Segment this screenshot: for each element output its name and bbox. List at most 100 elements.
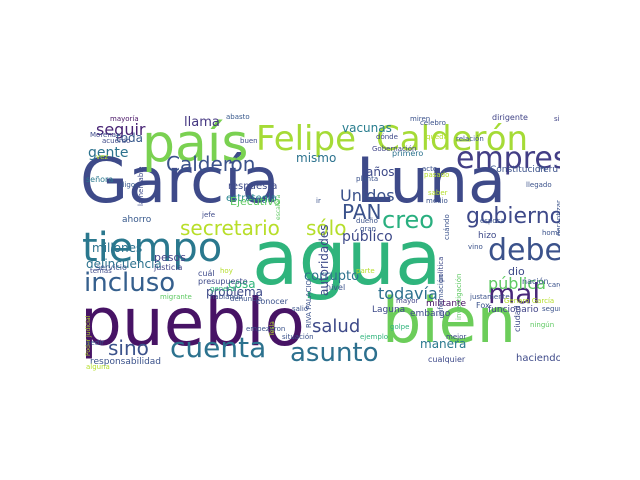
word-hizo: hizo — [478, 231, 497, 241]
word-empezaron: empezaron — [246, 325, 286, 333]
word-peru: Perú — [538, 165, 559, 175]
word-gobernacion: Gobernación — [372, 145, 417, 153]
word-fox: Fox — [476, 301, 490, 310]
word-conocer: conocer — [256, 297, 288, 306]
word-luna: Luna — [356, 144, 507, 217]
word-cloud: García Luna agua pueblo bien país Felipe Calder… — [80, 110, 560, 372]
word-mayoria: mayoría — [110, 115, 139, 123]
word-ejemplo: ejemplo — [360, 333, 389, 341]
word-cosa: cosa — [228, 277, 256, 291]
word-secretario: secretario — [180, 216, 280, 240]
word-justamente: justamente — [470, 293, 510, 301]
word-publico: público — [342, 229, 393, 245]
word-ciudad: ciudad — [513, 305, 522, 332]
word-embargo: embargo — [410, 309, 451, 319]
word-seguir: seguir — [96, 120, 146, 139]
word-mejor: mejor — [446, 333, 467, 341]
word-gente: gente — [88, 145, 129, 161]
word-anos: años — [366, 165, 395, 179]
word-miren: miren — [410, 115, 431, 123]
word-vez: vez — [96, 153, 109, 161]
word-ir: ir — [316, 197, 321, 205]
word-hablando: hablando — [210, 293, 243, 301]
word-garcia: García — [80, 144, 280, 217]
word-alguna: alguna — [86, 363, 110, 371]
word-toda: toda — [116, 131, 144, 145]
word-acuerdo: acuerdo — [102, 137, 131, 145]
word-general: general — [210, 285, 237, 293]
word-creo: creo — [382, 206, 434, 234]
word-vino: vino — [468, 243, 483, 251]
word-millones: millones — [92, 241, 143, 255]
word-cuando: cuándo — [443, 214, 451, 240]
word-delincuencia: delincuencia — [86, 257, 162, 271]
word-estrategia: estrategia — [226, 193, 277, 204]
word-mismo: mismo — [296, 151, 337, 165]
word-cual: cuál — [198, 269, 215, 278]
word-salud: salud — [312, 316, 361, 337]
word-militante: militante — [426, 299, 467, 309]
word-relacion: relación — [456, 135, 484, 143]
word-salio: salió — [292, 305, 309, 313]
word-sino: sino — [108, 336, 149, 360]
word-ahorro: ahorro — [122, 215, 152, 225]
word-unidos: Unidos — [340, 186, 395, 205]
word-poder-judicial: Poder Judicial — [85, 315, 92, 356]
word-funcionario: funcionario — [488, 305, 539, 315]
word-hombre: hombre — [542, 229, 560, 237]
word-bien: bien — [382, 284, 517, 357]
word-planta: planta — [356, 175, 379, 183]
word-laguna: Laguna — [372, 305, 406, 315]
word-llama: llama — [184, 115, 220, 130]
word-parte: parte — [356, 267, 375, 275]
word-siempre: siempre — [554, 115, 560, 123]
word-felipe: Felipe — [256, 119, 357, 159]
word-dio: dio — [508, 265, 525, 278]
word-mal: mal — [488, 277, 541, 310]
word-respuesta: respuesta — [228, 181, 278, 192]
word-llegado: llegado — [526, 181, 552, 189]
word-problema: problema — [206, 285, 264, 299]
word-mayor: mayor — [396, 297, 419, 305]
word-hoy: hoy — [220, 267, 233, 275]
word-buen: buen — [240, 137, 258, 145]
word-genaro-garcia: Genaro García — [504, 297, 555, 305]
word-morena: Morena — [90, 131, 117, 139]
word-ningun: ningún — [530, 321, 555, 329]
word-cualquier: cualquier — [428, 355, 466, 364]
word-acto: acto — [422, 165, 438, 173]
word-asunto: asunto — [290, 338, 379, 368]
word-vacunas: vacunas — [342, 121, 392, 135]
word-dueno: dueño — [356, 217, 378, 225]
word-calderon: Calderón — [166, 152, 256, 176]
word-tiempo: tiempo — [82, 225, 223, 271]
word-pasado: pasado — [424, 171, 450, 179]
word-migrante: migrante — [160, 293, 192, 301]
word-solo: sólo — [306, 216, 347, 240]
word-escalera: escalera — [275, 194, 282, 220]
word-medio: medio — [426, 197, 448, 205]
word-agua: agua — [252, 213, 442, 302]
word-riva-palacio: RIVA PALACIO — [305, 279, 313, 328]
word-debe: debe — [488, 233, 560, 268]
word-calderon: Calderón — [376, 119, 529, 159]
word-gobierno: gobierno — [466, 204, 560, 229]
word-tesla: Tesla — [269, 321, 276, 336]
word-ejecutivo: Ejecutivo — [230, 195, 281, 208]
word-seguro: seguro — [542, 305, 560, 313]
word-donde: dónde — [376, 133, 398, 141]
word-primero: primero — [392, 149, 424, 158]
word-senora: señora — [86, 175, 114, 184]
word-jefe: jefe — [202, 211, 216, 219]
word-justicia: justicia — [154, 263, 183, 272]
word-pesos: pesos — [154, 251, 186, 264]
word-investigacion: investigación — [455, 273, 463, 320]
word-pueblo: pueblo — [80, 284, 305, 361]
word-garantizar: garantizar — [555, 200, 560, 236]
word-digo: digo — [120, 181, 136, 189]
word-pan: PAN — [342, 200, 382, 224]
word-golpe: golpe — [390, 323, 410, 331]
word-pedir: pedir — [86, 339, 105, 347]
word-nivel: nivel — [326, 283, 346, 292]
word-servicio: servicio — [96, 263, 127, 272]
